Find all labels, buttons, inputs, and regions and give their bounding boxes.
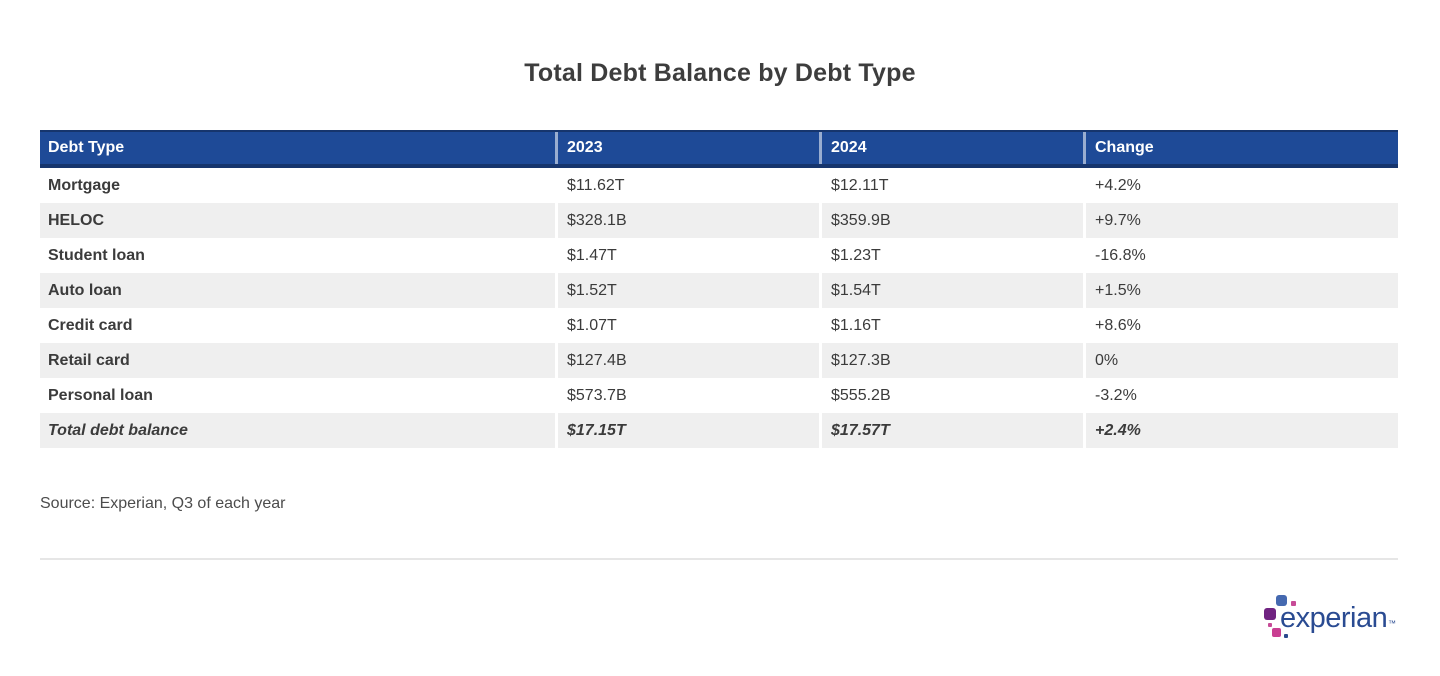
- table-row-credit-card: Credit card $1.07T $1.16T +8.6%: [40, 308, 1398, 343]
- value-change: +1.5%: [1083, 273, 1398, 308]
- experian-wordmark: experian: [1280, 602, 1388, 634]
- value-2024: $17.57T: [819, 413, 1083, 448]
- value-2023: $573.7B: [555, 378, 819, 413]
- value-2023: $17.15T: [555, 413, 819, 448]
- value-2023: $127.4B: [555, 343, 819, 378]
- value-2024: $555.2B: [819, 378, 1083, 413]
- value-2023: $11.62T: [555, 168, 819, 203]
- row-label: Auto loan: [48, 282, 122, 299]
- column-header-debt-type: Debt Type: [48, 139, 125, 156]
- logo-magenta-square-icon: [1272, 628, 1281, 637]
- value-2024: $1.23T: [819, 238, 1083, 273]
- row-label: Student loan: [48, 247, 145, 264]
- debt-balance-table: Debt Type 2023 2024 Change Mortgage $11.…: [40, 130, 1398, 448]
- value-change: +4.2%: [1083, 168, 1398, 203]
- divider-line: [40, 558, 1398, 560]
- value-2024: $359.9B: [819, 203, 1083, 238]
- value-2023: $328.1B: [555, 203, 819, 238]
- value-change: +9.7%: [1083, 203, 1398, 238]
- table-row-student-loan: Student loan $1.47T $1.23T -16.8%: [40, 238, 1398, 273]
- value-change: -16.8%: [1083, 238, 1398, 273]
- source-note: Source: Experian, Q3 of each year: [40, 495, 286, 512]
- logo-blue-square-icon: [1276, 595, 1287, 606]
- row-label: Retail card: [48, 352, 130, 369]
- value-2024: $1.16T: [819, 308, 1083, 343]
- logo-pink-small-square-icon: [1291, 601, 1296, 606]
- row-label: Credit card: [48, 317, 133, 334]
- value-change: 0%: [1083, 343, 1398, 378]
- value-2024: $1.54T: [819, 273, 1083, 308]
- table-header-row: Debt Type 2023 2024 Change: [40, 130, 1398, 168]
- logo-navy-dot-icon: [1284, 634, 1288, 638]
- value-2023: $1.47T: [555, 238, 819, 273]
- table-row-retail-card: Retail card $127.4B $127.3B 0%: [40, 343, 1398, 378]
- value-2024: $127.3B: [819, 343, 1083, 378]
- table-row-mortgage: Mortgage $11.62T $12.11T +4.2%: [40, 168, 1398, 203]
- column-header-2023: 2023: [555, 132, 819, 164]
- column-header-2024: 2024: [819, 132, 1083, 164]
- row-label: Personal loan: [48, 387, 153, 404]
- page-title: Total Debt Balance by Debt Type: [524, 59, 916, 87]
- experian-logo: experian ™: [1263, 592, 1403, 642]
- value-change: -3.2%: [1083, 378, 1398, 413]
- table-row-total-debt-balance: Total debt balance $17.15T $17.57T +2.4%: [40, 413, 1398, 448]
- value-change: +8.6%: [1083, 308, 1398, 343]
- column-header-change: Change: [1083, 132, 1398, 164]
- logo-pink-dot-icon: [1268, 623, 1272, 627]
- value-2024: $12.11T: [819, 168, 1083, 203]
- table-row-auto-loan: Auto loan $1.52T $1.54T +1.5%: [40, 273, 1398, 308]
- row-label: Mortgage: [48, 177, 120, 194]
- table-row-heloc: HELOC $328.1B $359.9B +9.7%: [40, 203, 1398, 238]
- row-label: Total debt balance: [48, 422, 188, 439]
- value-2023: $1.07T: [555, 308, 819, 343]
- logo-purple-square-icon: [1264, 608, 1276, 620]
- table-row-personal-loan: Personal loan $573.7B $555.2B -3.2%: [40, 378, 1398, 413]
- trademark-symbol: ™: [1388, 619, 1396, 628]
- value-change: +2.4%: [1083, 413, 1398, 448]
- value-2023: $1.52T: [555, 273, 819, 308]
- row-label: HELOC: [48, 212, 104, 229]
